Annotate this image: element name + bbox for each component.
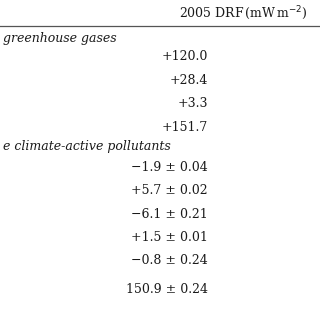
Text: −0.8 ± 0.24: −0.8 ± 0.24 [131,254,208,267]
Text: −6.1 ± 0.21: −6.1 ± 0.21 [131,208,208,220]
Text: e climate-active pollutants: e climate-active pollutants [3,140,171,153]
Text: +120.0: +120.0 [162,51,208,63]
Text: +5.7 ± 0.02: +5.7 ± 0.02 [132,184,208,197]
Text: +1.5 ± 0.01: +1.5 ± 0.01 [131,231,208,244]
Text: −1.9 ± 0.04: −1.9 ± 0.04 [131,161,208,174]
Text: +3.3: +3.3 [178,97,208,110]
Text: 2005 DRF$\,$(mW$\,$m$^{-2}$): 2005 DRF$\,$(mW$\,$m$^{-2}$) [179,4,308,22]
Text: +151.7: +151.7 [162,121,208,133]
Text: 150.9 ± 0.24: 150.9 ± 0.24 [126,283,208,296]
Text: greenhouse gases: greenhouse gases [3,32,117,45]
Text: +28.4: +28.4 [170,74,208,87]
